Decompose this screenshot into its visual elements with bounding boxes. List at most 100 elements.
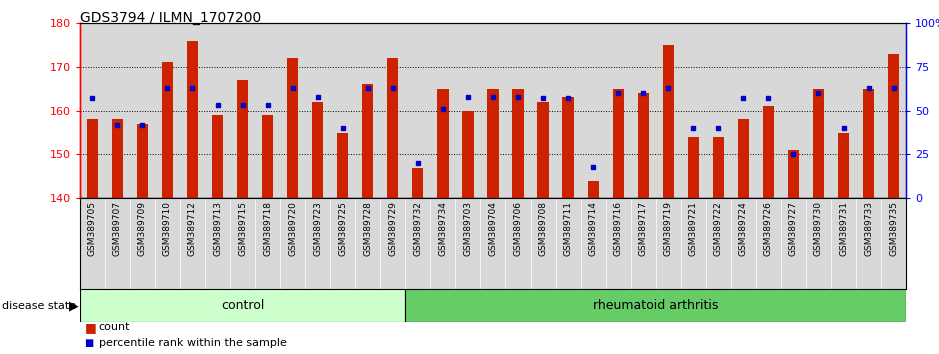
Text: percentile rank within the sample: percentile rank within the sample	[99, 338, 286, 348]
Text: GSM389713: GSM389713	[213, 201, 222, 256]
Bar	[481, 23, 505, 198]
Text: GSM389735: GSM389735	[889, 201, 898, 256]
Text: GSM389717: GSM389717	[639, 201, 648, 256]
Bar	[556, 23, 580, 198]
Bar	[831, 23, 856, 198]
Bar	[187, 41, 198, 198]
Bar	[80, 23, 105, 198]
Bar	[180, 23, 205, 198]
Text: GSM389726: GSM389726	[764, 201, 773, 256]
Bar	[287, 58, 299, 198]
Bar	[380, 23, 406, 198]
Text: GSM389730: GSM389730	[814, 201, 823, 256]
Bar	[881, 23, 906, 198]
Bar	[580, 23, 606, 198]
Bar	[655, 23, 681, 198]
Bar	[806, 23, 831, 198]
Text: GSM389718: GSM389718	[263, 201, 272, 256]
Bar	[487, 89, 499, 198]
Text: GSM389704: GSM389704	[488, 201, 498, 256]
Text: GSM389723: GSM389723	[314, 201, 322, 256]
Bar	[612, 89, 623, 198]
Bar	[505, 23, 531, 198]
Text: control: control	[221, 299, 264, 312]
Text: count: count	[99, 322, 131, 332]
Bar	[856, 23, 881, 198]
Text: GSM389705: GSM389705	[88, 201, 97, 256]
Text: GSM389715: GSM389715	[239, 201, 247, 256]
Bar	[305, 23, 331, 198]
Bar	[838, 132, 849, 198]
Text: GSM389714: GSM389714	[589, 201, 597, 256]
Bar	[406, 289, 906, 322]
Bar	[112, 119, 123, 198]
Bar	[462, 110, 473, 198]
Bar	[788, 150, 799, 198]
Text: GSM389707: GSM389707	[113, 201, 122, 256]
Bar	[362, 84, 374, 198]
Bar	[105, 23, 130, 198]
Bar	[337, 132, 348, 198]
Bar	[162, 62, 173, 198]
Text: GSM389703: GSM389703	[464, 201, 472, 256]
Text: GSM389725: GSM389725	[338, 201, 347, 256]
Bar	[262, 115, 273, 198]
Text: GSM389722: GSM389722	[714, 201, 723, 256]
Text: GSM389724: GSM389724	[739, 201, 747, 256]
Bar	[731, 23, 756, 198]
Text: GSM389734: GSM389734	[439, 201, 447, 256]
Text: GSM389706: GSM389706	[514, 201, 522, 256]
Bar	[706, 23, 731, 198]
Text: GSM389727: GSM389727	[789, 201, 798, 256]
Bar	[312, 102, 323, 198]
Bar	[531, 23, 556, 198]
Bar	[430, 23, 455, 198]
Text: GSM389732: GSM389732	[413, 201, 423, 256]
Text: GSM389729: GSM389729	[389, 201, 397, 256]
Text: GSM389710: GSM389710	[163, 201, 172, 256]
Text: GSM389733: GSM389733	[864, 201, 873, 256]
Bar	[663, 45, 674, 198]
Bar	[137, 124, 148, 198]
Bar	[230, 23, 255, 198]
Text: GSM389731: GSM389731	[839, 201, 848, 256]
Bar	[331, 23, 355, 198]
Text: rheumatoid arthritis: rheumatoid arthritis	[593, 299, 718, 312]
Bar	[813, 89, 824, 198]
Bar	[155, 23, 180, 198]
Bar	[863, 89, 874, 198]
Text: GSM389721: GSM389721	[689, 201, 698, 256]
Bar	[412, 167, 423, 198]
Bar	[537, 102, 548, 198]
Text: GSM389711: GSM389711	[563, 201, 573, 256]
Bar	[255, 23, 280, 198]
Text: ▶: ▶	[69, 299, 78, 312]
Bar	[86, 119, 98, 198]
Bar	[606, 23, 631, 198]
Bar	[756, 23, 781, 198]
Bar	[212, 115, 223, 198]
Text: ■: ■	[85, 321, 97, 334]
Text: GSM389716: GSM389716	[614, 201, 623, 256]
Bar	[80, 289, 406, 322]
Bar	[562, 97, 574, 198]
Bar	[438, 89, 449, 198]
Bar	[387, 58, 398, 198]
Text: GSM389719: GSM389719	[664, 201, 672, 256]
Bar	[713, 137, 724, 198]
Bar	[681, 23, 706, 198]
Text: disease state: disease state	[2, 301, 76, 310]
Bar	[205, 23, 230, 198]
Text: ■: ■	[85, 338, 94, 348]
Bar	[355, 23, 380, 198]
Bar	[455, 23, 481, 198]
Text: GSM389720: GSM389720	[288, 201, 297, 256]
Bar	[406, 23, 430, 198]
Bar	[513, 89, 524, 198]
Bar	[631, 23, 655, 198]
Bar	[888, 54, 900, 198]
Bar	[781, 23, 806, 198]
Bar	[237, 80, 248, 198]
Text: GSM389712: GSM389712	[188, 201, 197, 256]
Text: GDS3794 / ILMN_1707200: GDS3794 / ILMN_1707200	[80, 11, 261, 25]
